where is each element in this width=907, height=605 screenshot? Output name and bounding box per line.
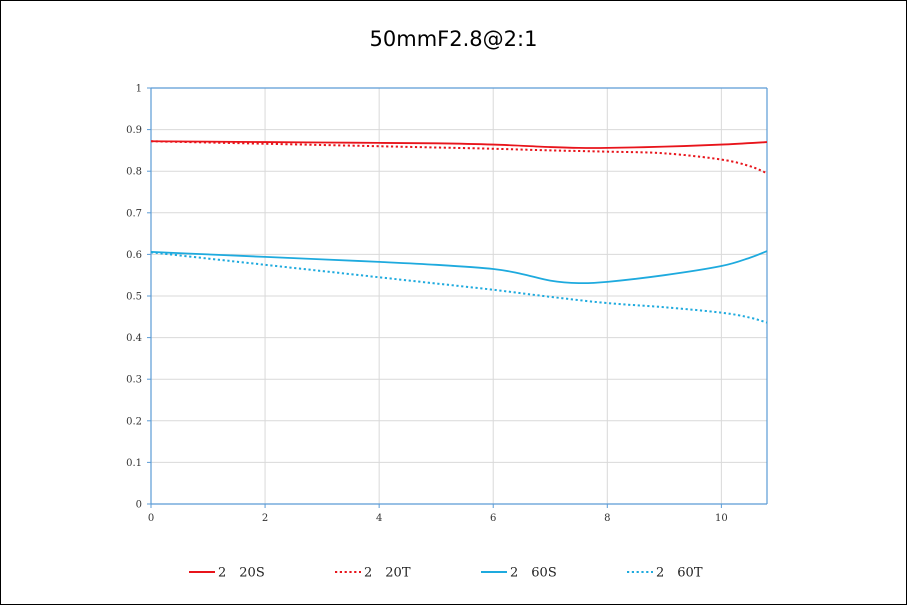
x-tick-label: 2 bbox=[262, 513, 268, 524]
series-line-2-20t bbox=[150, 140, 768, 175]
legend-label: 2 60T bbox=[656, 566, 703, 581]
axes bbox=[147, 87, 768, 508]
y-tick-label: 0.2 bbox=[126, 416, 142, 427]
x-tick-label: 8 bbox=[604, 513, 610, 524]
x-tick-label: 0 bbox=[148, 513, 154, 524]
y-tick-label: 0.3 bbox=[126, 375, 142, 386]
x-tick-label: 6 bbox=[490, 513, 496, 524]
grid-lines bbox=[151, 87, 767, 504]
y-tick-label: 0.8 bbox=[126, 167, 142, 178]
y-tick-label: 0.9 bbox=[126, 125, 142, 136]
x-tick-label: 10 bbox=[715, 513, 728, 524]
legend-label: 2 20S bbox=[218, 566, 265, 581]
y-tick-label: 0.1 bbox=[126, 458, 142, 469]
y-tick-label: 0.5 bbox=[126, 292, 142, 303]
y-tick-label: 0.4 bbox=[126, 333, 142, 344]
series-line-2-60s bbox=[150, 250, 768, 285]
tick-labels: 00.10.20.30.40.50.60.70.80.910 2 4 6 8 10 bbox=[126, 84, 728, 525]
chart-title: 50mmF2.8@2:1 bbox=[369, 27, 538, 51]
y-tick-label: 0 bbox=[136, 500, 142, 511]
legend: 2 20S 2 20T 2 60S 2 60T bbox=[189, 566, 703, 581]
series-lines bbox=[150, 140, 768, 324]
legend-label: 2 60S bbox=[510, 566, 557, 581]
series-line-2-20s bbox=[150, 140, 768, 149]
y-tick-label: 1 bbox=[136, 84, 142, 95]
x-tick-label: 4 bbox=[376, 513, 382, 524]
y-tick-label: 0.6 bbox=[126, 250, 142, 261]
y-tick-label: 0.7 bbox=[126, 208, 142, 219]
legend-label: 2 20T bbox=[364, 566, 411, 581]
series-line-2-60t bbox=[150, 251, 768, 324]
